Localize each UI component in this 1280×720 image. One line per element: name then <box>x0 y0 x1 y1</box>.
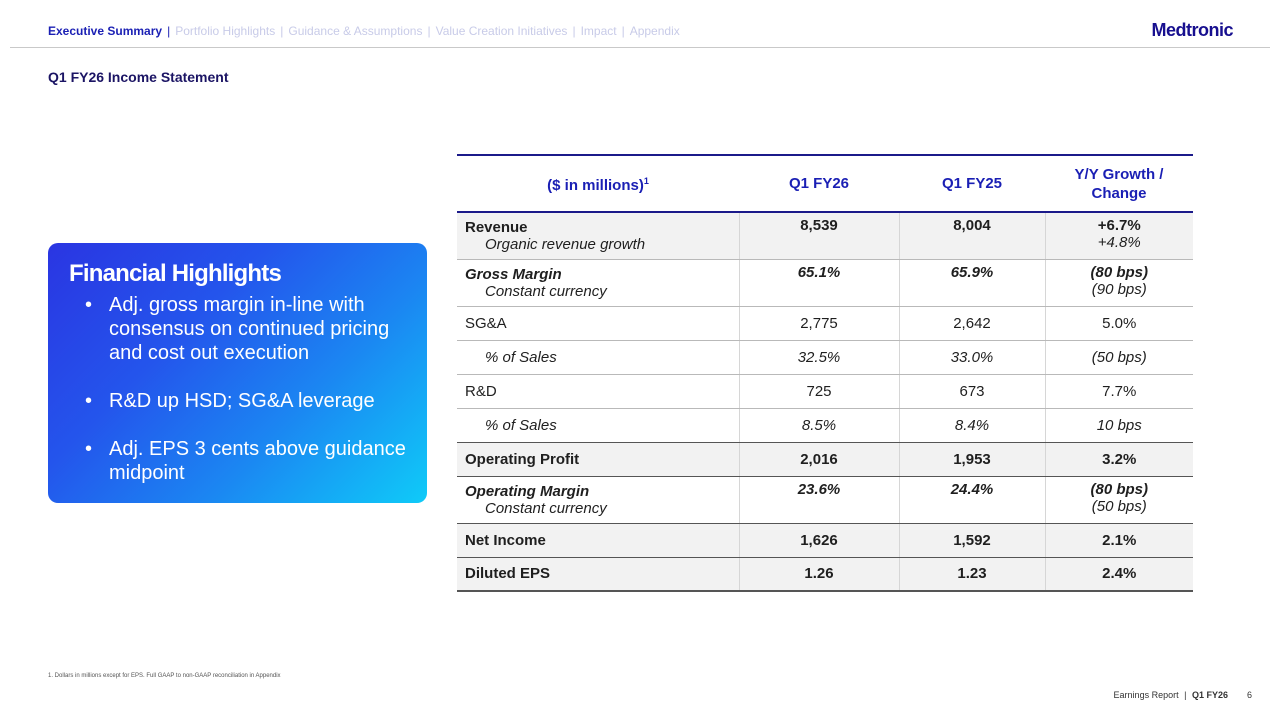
cell-yy-growth: (50 bps) <box>1044 340 1193 375</box>
cell-q1-fy26: 2,775 <box>738 306 899 341</box>
table-row-revenue: Revenue Organic revenue growth 8,539 8,00… <box>457 212 1193 260</box>
cell-q1-fy26: 32.5% <box>738 340 899 375</box>
row-label: % of Sales <box>457 340 739 375</box>
highlight-text: R&D up HSD; SG&A leverage <box>109 390 375 412</box>
cell-q1-fy25: 673 <box>898 374 1045 409</box>
table-row-operating-profit: Operating Profit 2,016 1,953 3.2% <box>457 442 1193 477</box>
highlights-list: • Adj. gross margin in-line with consensu… <box>69 293 407 485</box>
cell-q1-fy26: 8,539 <box>738 212 899 260</box>
row-sublabel: Organic revenue growth <box>485 235 646 253</box>
row-label: % of Sales <box>457 408 739 443</box>
highlight-text: Adj. EPS 3 cents above guidance midpoint <box>109 438 406 484</box>
bullet-icon: • <box>85 438 93 460</box>
footnote-marker: 1 <box>643 176 649 186</box>
column-header-yy-growth: Y/Y Growth / Change <box>1045 154 1193 213</box>
cell-q1-fy25: 1.23 <box>898 557 1045 592</box>
cell-yy-growth: 10 bps <box>1044 408 1193 443</box>
column-header-metric: ($ in millions)1 <box>457 154 739 213</box>
cell-yy-growth: (80 bps) (90 bps) <box>1044 259 1193 307</box>
cell-q1-fy26: 1,626 <box>738 523 899 558</box>
header-divider <box>10 47 1270 48</box>
cell-sub-value: (50 bps) <box>1091 497 1147 515</box>
medtronic-logo: Medtronic <box>1151 20 1233 40</box>
page-footer: Earnings Report | Q1 FY26 6 <box>1113 690 1252 700</box>
footer-period: Q1 FY26 <box>1191 690 1228 700</box>
cell-q1-fy25: 8.4% <box>898 408 1045 443</box>
table-row-sga-pct-sales: % of Sales 32.5% 33.0% (50 bps) <box>457 340 1193 375</box>
nav-value-creation-initiatives[interactable]: Value Creation Initiatives <box>435 24 568 38</box>
row-label: SG&A <box>457 306 739 341</box>
nav-separator: | <box>621 24 625 38</box>
nav-separator: | <box>167 24 171 38</box>
cell-q1-fy25: 24.4% <box>898 476 1045 524</box>
cell-q1-fy26: 1.26 <box>738 557 899 592</box>
row-label: R&D <box>457 374 739 409</box>
table-row-diluted-eps: Diluted EPS 1.26 1.23 2.4% <box>457 557 1193 592</box>
cell-sub-value: +4.8% <box>1097 234 1141 251</box>
highlight-item: • Adj. gross margin in-line with consensu… <box>69 293 407 365</box>
nav-separator: | <box>572 24 576 38</box>
cell-yy-growth: 5.0% <box>1044 306 1193 341</box>
table-row-sga: SG&A 2,775 2,642 5.0% <box>457 306 1193 341</box>
highlight-text: Adj. gross margin in-line with consensus… <box>109 294 390 364</box>
cell-q1-fy25: 65.9% <box>898 259 1045 307</box>
highlight-item: • R&D up HSD; SG&A leverage <box>69 389 407 413</box>
table-row-operating-margin: Operating Margin Constant currency 23.6% … <box>457 476 1193 524</box>
page-number: 6 <box>1246 690 1252 700</box>
cell-q1-fy25: 8,004 <box>898 212 1045 260</box>
page-title: Q1 FY26 Income Statement <box>48 69 229 85</box>
table-row-rnd: R&D 725 673 7.7% <box>457 374 1193 409</box>
cell-yy-growth: +6.7% +4.8% <box>1044 212 1193 260</box>
footnote: 1. Dollars in millions except for EPS. F… <box>48 673 281 679</box>
nav-guidance-assumptions[interactable]: Guidance & Assumptions <box>288 24 423 38</box>
row-sublabel: Constant currency <box>485 499 607 517</box>
highlight-item: • Adj. EPS 3 cents above guidance midpoin… <box>69 437 407 485</box>
cell-q1-fy26: 65.1% <box>738 259 899 307</box>
top-navigation: Executive Summary | Portfolio Highlights | G… <box>48 24 680 38</box>
cell-q1-fy26: 23.6% <box>738 476 899 524</box>
row-sublabel: Constant currency <box>485 282 607 300</box>
cell-q1-fy25: 1,592 <box>898 523 1045 558</box>
row-label: Operating Profit <box>457 442 739 477</box>
cell-yy-growth: (80 bps) (50 bps) <box>1044 476 1193 524</box>
nav-appendix[interactable]: Appendix <box>629 24 680 38</box>
bullet-icon: • <box>85 294 93 316</box>
table-row-net-income: Net Income 1,626 1,592 2.1% <box>457 523 1193 558</box>
cell-sub-value: (90 bps) <box>1091 280 1147 298</box>
cell-yy-growth: 7.7% <box>1044 374 1193 409</box>
cell-yy-growth: 2.1% <box>1044 523 1193 558</box>
nav-separator: | <box>427 24 431 38</box>
footer-separator: | <box>1184 690 1187 700</box>
nav-executive-summary[interactable]: Executive Summary <box>48 24 163 38</box>
table-row-rnd-pct-sales: % of Sales 8.5% 8.4% 10 bps <box>457 408 1193 443</box>
cell-q1-fy25: 1,953 <box>898 442 1045 477</box>
column-header-q1-fy25: Q1 FY25 <box>899 154 1045 213</box>
row-label: Diluted EPS <box>457 557 739 592</box>
row-label: Gross Margin Constant currency <box>457 259 739 307</box>
bullet-icon: • <box>85 390 93 412</box>
cell-q1-fy25: 33.0% <box>898 340 1045 375</box>
footer-report-label: Earnings Report <box>1113 690 1179 700</box>
nav-impact[interactable]: Impact <box>580 24 617 38</box>
nav-separator: | <box>280 24 284 38</box>
highlights-title: Financial Highlights <box>69 260 282 287</box>
cell-q1-fy26: 725 <box>738 374 899 409</box>
cell-q1-fy26: 2,016 <box>738 442 899 477</box>
row-label: Operating Margin Constant currency <box>457 476 739 524</box>
column-header-q1-fy26: Q1 FY26 <box>739 154 899 213</box>
nav-portfolio-highlights[interactable]: Portfolio Highlights <box>175 24 276 38</box>
cell-yy-growth: 3.2% <box>1044 442 1193 477</box>
row-label: Revenue Organic revenue growth <box>457 212 739 260</box>
cell-q1-fy25: 2,642 <box>898 306 1045 341</box>
table-header-row: ($ in millions)1 Q1 FY26 Q1 FY25 Y/Y Gro… <box>457 154 1193 213</box>
income-statement-table: ($ in millions)1 Q1 FY26 Q1 FY25 Y/Y Gro… <box>457 154 1193 592</box>
cell-yy-growth: 2.4% <box>1044 557 1193 592</box>
row-label: Net Income <box>457 523 739 558</box>
financial-highlights-card: Financial Highlights • Adj. gross margin … <box>48 243 427 503</box>
cell-q1-fy26: 8.5% <box>738 408 899 443</box>
table-row-gross-margin: Gross Margin Constant currency 65.1% 65.9… <box>457 259 1193 307</box>
